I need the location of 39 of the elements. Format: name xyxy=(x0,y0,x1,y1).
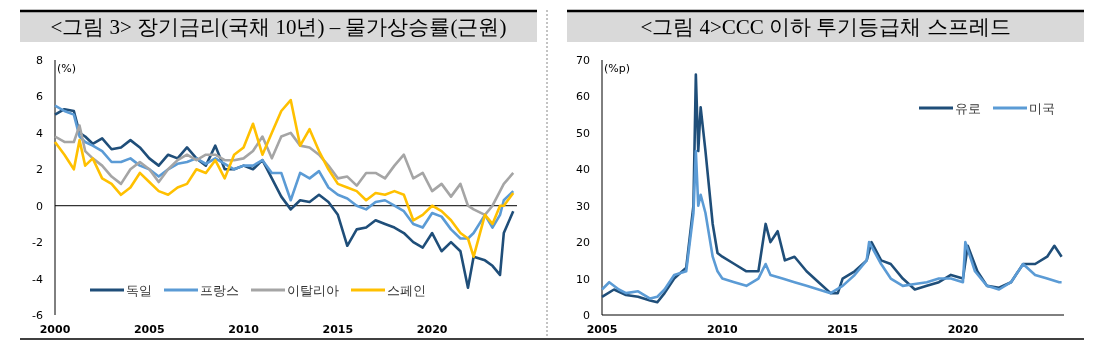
y-tick-label: 8 xyxy=(36,54,43,67)
y-tick-label: 50 xyxy=(576,126,590,140)
y-tick-label: 10 xyxy=(576,272,590,286)
legend-label: 스페인 xyxy=(387,283,426,298)
y-tick-label: -6 xyxy=(32,309,43,322)
line-series xyxy=(53,124,515,217)
line-series xyxy=(600,149,1063,300)
x-tick-label: 2015 xyxy=(827,323,858,336)
y-tick-label: 20 xyxy=(576,236,590,250)
line-series xyxy=(53,98,515,259)
y-axis-title: (%p) xyxy=(604,62,631,75)
y-tick-label: 40 xyxy=(576,163,590,177)
chart-title: <그림 4>CCC 이하 투기등급채 스프레드 xyxy=(640,15,1011,39)
x-tick-label: 2020 xyxy=(416,323,448,336)
y-tick-label: 70 xyxy=(576,54,590,67)
chart-title: <그림 3> 장기금리(국채 10년) – 물가상승률(근원) xyxy=(50,15,507,39)
x-tick-label: 2000 xyxy=(39,323,71,336)
legend-label: 프랑스 xyxy=(200,283,239,298)
x-tick-label: 2005 xyxy=(586,323,618,336)
x-tick-label: 2020 xyxy=(947,323,979,336)
y-tick-label: 0 xyxy=(583,309,590,322)
x-tick-label: 2010 xyxy=(228,323,260,336)
y-tick-label: 30 xyxy=(576,199,590,213)
legend-label: 독일 xyxy=(126,283,152,298)
y-tick-label: 60 xyxy=(576,90,590,104)
y-tick-label: -4 xyxy=(32,272,43,286)
x-tick-label: 2005 xyxy=(133,323,165,336)
y-axis-title: (%) xyxy=(57,62,77,75)
y-tick-label: 2 xyxy=(36,163,43,177)
y-tick-label: -2 xyxy=(32,236,43,250)
x-tick-label: 2015 xyxy=(322,323,354,336)
y-tick-label: 0 xyxy=(36,199,43,213)
y-tick-label: 4 xyxy=(36,126,43,140)
y-tick-label: 6 xyxy=(36,90,43,104)
line-series xyxy=(53,104,515,240)
x-tick-label: 2010 xyxy=(707,323,738,336)
legend-label: 유로 xyxy=(955,101,981,116)
legend-label: 미국 xyxy=(1029,101,1055,116)
legend-label: 이탈리아 xyxy=(287,283,339,298)
